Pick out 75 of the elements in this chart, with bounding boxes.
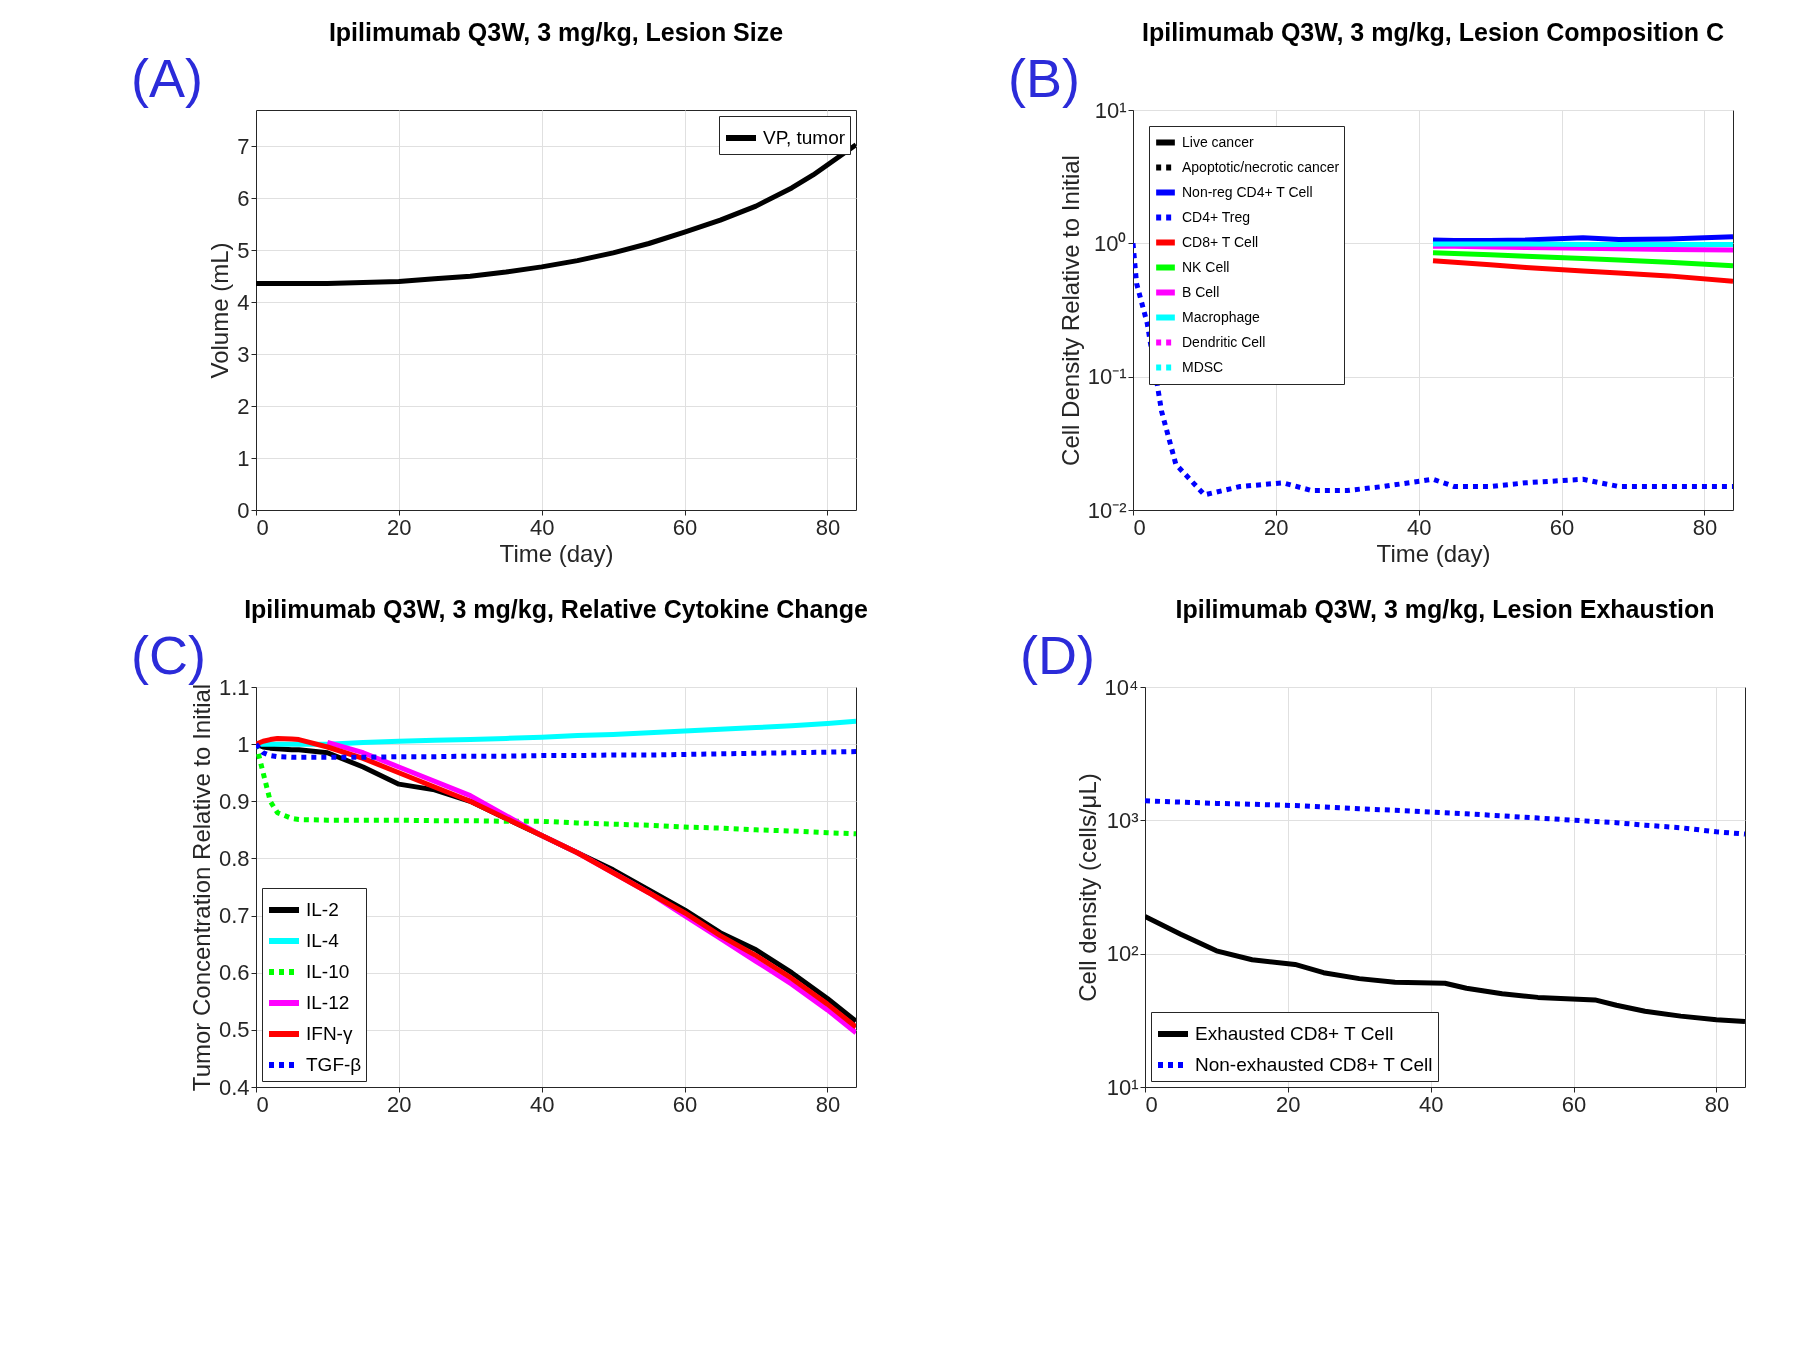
x-tick-label: 0: [256, 1091, 269, 1117]
x-tick-label: 40: [529, 1091, 555, 1117]
x-axis-title: Time (day): [499, 539, 614, 567]
y-tick-label: 3: [237, 341, 250, 367]
x-tick-label: 40: [1406, 514, 1432, 540]
y-tick-label: 0.7: [218, 903, 250, 929]
x-tick-label: 60: [1549, 514, 1575, 540]
x-tick-label: 40: [1418, 1091, 1444, 1117]
legend-label: CD8+ T Cell: [1182, 233, 1259, 250]
legend-label: IL-12: [306, 992, 350, 1013]
y-tick-label: 10²: [1106, 941, 1139, 967]
text: (A): [131, 48, 203, 108]
legend-label: Dendritic Cell: [1182, 333, 1266, 350]
y-tick-label: 1.1: [218, 674, 250, 700]
y-tick-label: 10⁻¹: [1087, 364, 1127, 390]
legend-label: CD4+ Treg: [1182, 208, 1251, 225]
legend-label: B Cell: [1182, 283, 1220, 300]
y-tick-label: 0.6: [218, 960, 250, 986]
text: (D): [1020, 625, 1095, 685]
x-tick-label: 80: [815, 514, 841, 540]
legend-label: IL-4: [306, 930, 340, 951]
y-axis-title: Volume (mL): [206, 242, 234, 379]
y-tick-label: 0: [237, 497, 250, 523]
legend-label: MDSC: [1182, 358, 1224, 375]
x-tick-label: 20: [1276, 1091, 1301, 1117]
x-tick-label: 40: [529, 514, 555, 540]
y-axis-title: Cell density (cells/μL): [1073, 773, 1101, 1002]
y-tick-label: 0.5: [218, 1017, 250, 1043]
y-tick-label: 7: [237, 133, 250, 159]
x-tick-label: 60: [1561, 1091, 1587, 1117]
x-tick-label: 20: [1264, 514, 1289, 540]
y-tick-label: 0.9: [218, 788, 250, 814]
x-axis-title: Time (day): [1376, 539, 1491, 567]
x-tick-label: 0: [256, 514, 269, 540]
y-tick-label: 1: [237, 445, 250, 471]
x-tick-label: 60: [672, 1091, 698, 1117]
y-tick-label: 4: [237, 289, 250, 315]
legend-label: Live cancer: [1182, 133, 1254, 150]
chart-title: Ipilimumab Q3W, 3 mg/kg, Relative Cytokine Change: [244, 595, 868, 623]
legend-label: Apoptotic/necrotic cancer: [1182, 158, 1340, 175]
x-tick-label: 80: [1704, 1091, 1730, 1117]
y-tick-label: 10⁻²: [1087, 497, 1127, 523]
y-tick-label: 5: [237, 237, 250, 263]
y-tick-label: 10³: [1106, 807, 1139, 833]
legend-label: NK Cell: [1182, 258, 1230, 275]
x-tick-label: 20: [387, 1091, 412, 1117]
y-tick-label: 10¹: [1106, 1074, 1139, 1100]
legend-label: IL-10: [306, 961, 350, 982]
y-tick-label: 0.4: [218, 1074, 250, 1100]
x-tick-label: 80: [815, 1091, 841, 1117]
y-tick-label: 1: [237, 731, 250, 757]
x-tick-label: 0: [1145, 1091, 1158, 1117]
legend-label: VP, tumor: [763, 127, 846, 148]
chart-title: Ipilimumab Q3W, 3 mg/kg, Lesion Size: [328, 18, 784, 46]
legend-label: Non-reg CD4+ T Cell: [1182, 183, 1313, 200]
legend-label: IFN-γ: [306, 1023, 353, 1044]
legend-label: Macrophage: [1182, 308, 1261, 325]
y-tick-label: 10⁴: [1104, 674, 1139, 700]
chart-title: Ipilimumab Q3W, 3 mg/kg, Lesion Exhaustion: [1175, 595, 1715, 623]
x-tick-label: 60: [672, 514, 698, 540]
chart-title: Ipilimumab Q3W, 3 mg/kg, Lesion Composition C: [1142, 18, 1724, 46]
y-tick-label: 6: [237, 185, 250, 211]
y-tick-label: 0.8: [218, 845, 250, 871]
y-tick-label: 10⁰: [1094, 230, 1127, 256]
legend-label: IL-2: [306, 899, 339, 920]
x-tick-label: 20: [387, 514, 412, 540]
y-tick-label: 2: [237, 393, 250, 419]
text: (C): [131, 625, 206, 685]
x-tick-label: 80: [1692, 514, 1718, 540]
text: (B): [1008, 48, 1080, 108]
legend-label: Non-exhausted CD8+ T Cell: [1195, 1054, 1433, 1075]
y-axis-title: Cell Density Relative to Initial: [1056, 155, 1084, 466]
legend-label: Exhausted CD8+ T Cell: [1195, 1023, 1394, 1044]
legend-label: TGF-β: [306, 1054, 362, 1075]
y-tick-label: 10¹: [1094, 97, 1127, 123]
